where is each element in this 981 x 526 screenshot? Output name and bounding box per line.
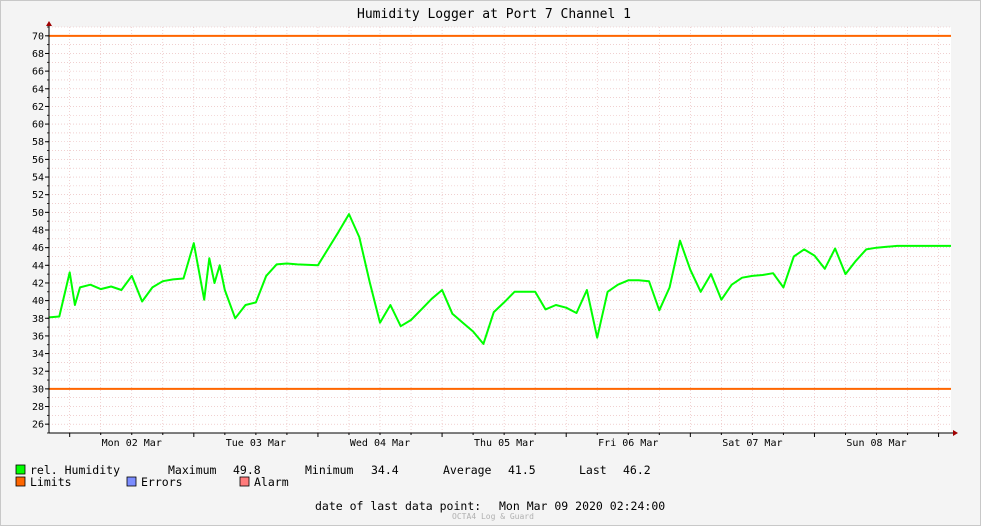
x-axis-ticks: Mon 02 Mar Tue 03 Mar Wed 04 Mar Thu 05 Mar…	[69, 433, 940, 449]
y-tick-label: 28	[32, 402, 44, 413]
legend-last-value: 46.2	[623, 463, 651, 477]
x-tick-label: Sat 07 Mar	[722, 438, 782, 449]
legend-minimum-value: 34.4	[371, 463, 399, 477]
y-tick-label: 40	[32, 296, 44, 307]
legend-average-value: 41.5	[508, 463, 536, 477]
legend-limits-label: Limits	[30, 475, 72, 489]
legend-swatch-errors	[126, 476, 137, 487]
y-tick-label: 46	[32, 243, 44, 254]
series-line-humidity	[48, 213, 951, 345]
x-tick-label: Fri 06 Mar	[598, 438, 658, 449]
x-tick-label: Thu 05 Mar	[474, 438, 534, 449]
last-data-point-label: date of last data point:	[315, 499, 481, 513]
legend: rel. Humidity Maximum 49.8 Minimum 34.4 …	[15, 463, 651, 489]
legend-last-label: Last	[579, 463, 607, 477]
y-tick-label: 38	[32, 314, 44, 325]
y-tick-label: 30	[32, 384, 44, 395]
y-tick-label: 32	[32, 367, 44, 378]
x-tick-label: Sun 08 Mar	[846, 438, 906, 449]
y-axis-arrow-icon	[46, 21, 52, 26]
y-tick-label: 42	[32, 278, 44, 289]
legend-average-label: Average	[443, 463, 492, 477]
y-tick-label: 52	[32, 190, 44, 201]
legend-swatch-alarm	[239, 476, 250, 487]
y-axis-ticks: 26 28 30 32 34 36 38 40 42 44 46 48 50 52 54 56 58 60 62 64…	[32, 26, 49, 434]
legend-maximum-label: Maximum	[168, 463, 217, 477]
x-tick-label: Mon 02 Mar	[102, 438, 162, 449]
y-tick-label: 36	[32, 331, 44, 342]
last-data-point-value: Mon Mar 09 2020 02:24:00	[499, 499, 665, 513]
legend-errors-label: Errors	[141, 475, 183, 489]
limit-lines	[49, 34, 951, 390]
footer-credit: OCTA4 Log & Guard	[452, 512, 534, 521]
x-tick-label: Tue 03 Mar	[226, 438, 286, 449]
y-tick-label: 44	[32, 261, 44, 272]
legend-maximum-value: 49.8	[233, 463, 261, 477]
y-tick-label: 58	[32, 137, 44, 148]
series-layer	[48, 213, 951, 345]
y-tick-label: 64	[32, 84, 44, 95]
y-tick-label: 50	[32, 208, 44, 219]
legend-minimum-label: Minimum	[305, 463, 354, 477]
y-tick-label: 26	[32, 420, 44, 431]
y-tick-label: 54	[32, 173, 44, 184]
legend-humidity-label: rel. Humidity	[30, 463, 120, 477]
y-tick-label: 48	[32, 226, 44, 237]
y-tick-label: 62	[32, 102, 44, 113]
x-tick-label: Wed 04 Mar	[350, 438, 410, 449]
legend-swatch-limits	[15, 476, 26, 487]
y-tick-label: 56	[32, 155, 44, 166]
chart-title: Humidity Logger at Port 7 Channel 1	[357, 7, 631, 22]
y-tick-label: 34	[32, 349, 44, 360]
y-tick-label: 60	[32, 120, 44, 131]
legend-alarm-label: Alarm	[254, 475, 289, 489]
y-tick-label: 66	[32, 67, 44, 78]
y-tick-label: 70	[32, 31, 44, 42]
x-axis-arrow-icon	[953, 430, 958, 436]
y-tick-label: 68	[32, 49, 44, 60]
legend-swatch-humidity	[15, 464, 26, 475]
